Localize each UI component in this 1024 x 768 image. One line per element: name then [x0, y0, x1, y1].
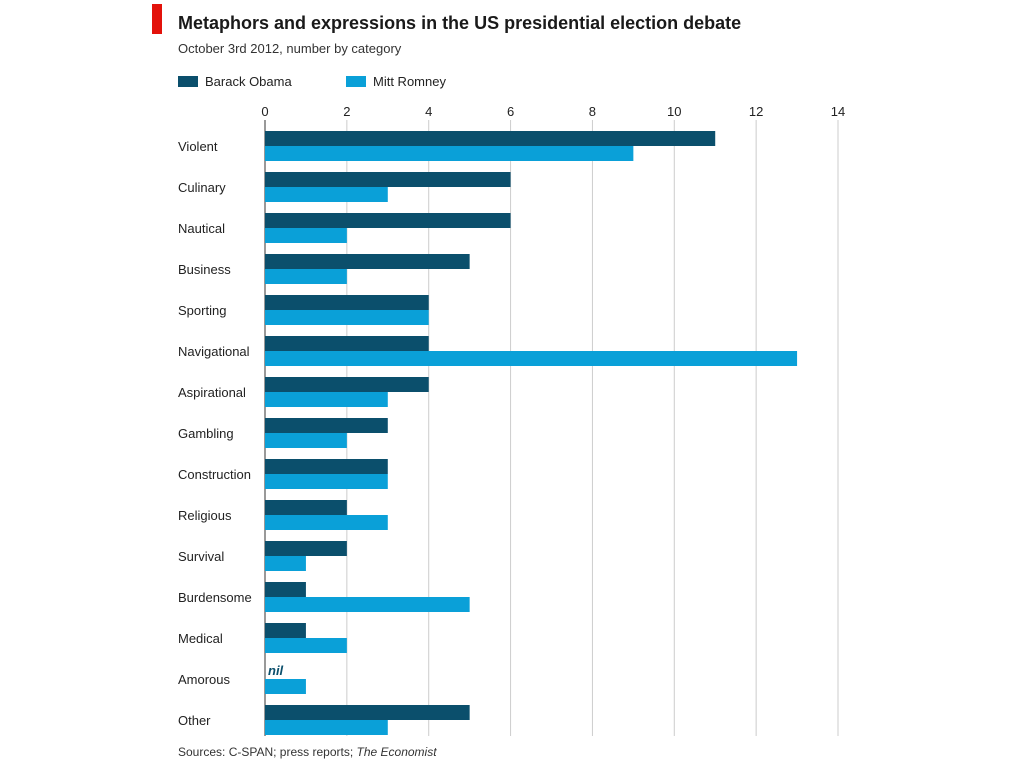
bar-obama-other: [265, 705, 470, 720]
category-label-religious: Religious: [178, 508, 232, 523]
bar-romney-amorous: [265, 679, 306, 694]
bar-romney-other: [265, 720, 388, 735]
bar-romney-navigational: [265, 351, 798, 366]
bar-obama-medical: [265, 623, 306, 638]
x-tick-label-12: 12: [749, 104, 763, 119]
category-label-sporting: Sporting: [178, 303, 226, 318]
source-publication: The Economist: [356, 745, 437, 759]
bar-romney-aspirational: [265, 392, 388, 407]
bar-obama-business: [265, 254, 470, 269]
bar-romney-burdensome: [265, 597, 470, 612]
bar-obama-violent: [265, 131, 716, 146]
bar-obama-nautical: [265, 213, 511, 228]
bar-romney-religious: [265, 515, 388, 530]
bar-romney-nautical: [265, 228, 347, 243]
category-label-nautical: Nautical: [178, 221, 225, 236]
bar-obama-navigational: [265, 336, 429, 351]
bar-romney-medical: [265, 638, 347, 653]
bar-obama-religious: [265, 500, 347, 515]
category-label-amorous: Amorous: [178, 672, 231, 687]
category-label-survival: Survival: [178, 549, 224, 564]
category-label-gambling: Gambling: [178, 426, 234, 441]
accent-bar: [152, 4, 162, 34]
legend-swatch-obama: [178, 76, 198, 87]
bar-obama-burdensome: [265, 582, 306, 597]
bar-romney-survival: [265, 556, 306, 571]
bar-obama-culinary: [265, 172, 511, 187]
x-tick-label-2: 2: [343, 104, 350, 119]
legend-label-romney: Mitt Romney: [373, 74, 446, 89]
category-label-construction: Construction: [178, 467, 251, 482]
x-tick-label-6: 6: [507, 104, 514, 119]
x-tick-label-0: 0: [261, 104, 268, 119]
legend-item-obama: Barack Obama: [178, 74, 292, 89]
chart-subtitle: October 3rd 2012, number by category: [178, 41, 402, 56]
category-label-business: Business: [178, 262, 231, 277]
bar-romney-construction: [265, 474, 388, 489]
category-label-medical: Medical: [178, 631, 223, 646]
x-tick-label-14: 14: [831, 104, 845, 119]
source-note: Sources: C-SPAN; press reports; The Econ…: [178, 745, 437, 759]
x-tick-label-4: 4: [425, 104, 432, 119]
category-label-burdensome: Burdensome: [178, 590, 252, 605]
bar-obama-gambling: [265, 418, 388, 433]
source-text: Sources: C-SPAN; press reports;: [178, 745, 357, 759]
category-label-culinary: Culinary: [178, 180, 226, 195]
category-label-violent: Violent: [178, 139, 218, 154]
legend-swatch-romney: [346, 76, 366, 87]
category-label-other: Other: [178, 713, 211, 728]
bar-romney-sporting: [265, 310, 429, 325]
bar-obama-sporting: [265, 295, 429, 310]
category-label-navigational: Navigational: [178, 344, 250, 359]
legend-item-romney: Mitt Romney: [346, 74, 446, 89]
bar-romney-violent: [265, 146, 634, 161]
annotation-nil: nil: [268, 663, 284, 678]
bar-romney-gambling: [265, 433, 347, 448]
bar-romney-culinary: [265, 187, 388, 202]
bar-obama-survival: [265, 541, 347, 556]
x-tick-label-10: 10: [667, 104, 681, 119]
bar-obama-aspirational: [265, 377, 429, 392]
bar-obama-construction: [265, 459, 388, 474]
legend-label-obama: Barack Obama: [205, 74, 292, 89]
chart-title: Metaphors and expressions in the US pres…: [178, 13, 742, 33]
category-label-aspirational: Aspirational: [178, 385, 246, 400]
bar-romney-business: [265, 269, 347, 284]
x-tick-label-8: 8: [589, 104, 596, 119]
